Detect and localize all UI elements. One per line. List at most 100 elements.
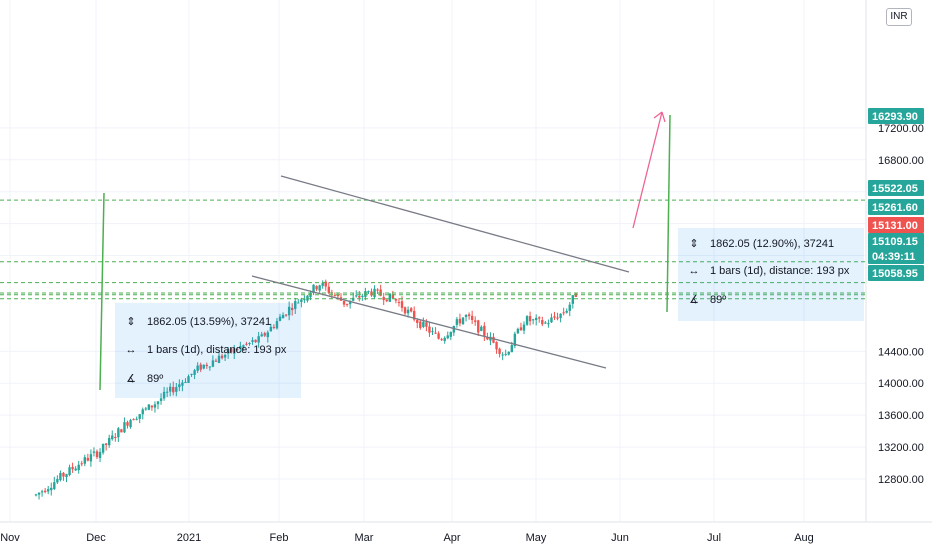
drawings[interactable] (99, 111, 671, 391)
price-tick-label: 12800.00 (878, 474, 924, 486)
currency-badge[interactable]: INR (886, 8, 912, 26)
candle (230, 347, 233, 354)
candle (71, 462, 74, 473)
candle (367, 290, 370, 295)
candle (196, 362, 199, 374)
candle (291, 303, 294, 316)
time-tick-label: Mar (355, 532, 374, 544)
candle (245, 341, 248, 346)
horizontal-levels[interactable] (0, 199, 866, 300)
candle (284, 314, 288, 317)
candle (437, 331, 440, 340)
price-range-icon: ⇕ (126, 316, 136, 328)
candle (251, 337, 254, 345)
candle (83, 454, 86, 467)
candle (464, 313, 468, 322)
candle (315, 285, 318, 292)
price-labels: 16293.90 15522.05 15261.60 15131.00 15109.15… (868, 108, 924, 281)
channel-lower-line[interactable] (251, 275, 607, 369)
candle (254, 339, 257, 343)
info-left-bars: 1 bars (1d), distance: 193 px (147, 344, 287, 356)
info-left-price: 1862.05 (13.59%), 37241 (147, 315, 272, 328)
candle (95, 449, 99, 460)
candle (53, 476, 56, 491)
candle (156, 400, 160, 410)
candle (233, 344, 236, 360)
candle (538, 316, 541, 323)
candle (89, 449, 93, 467)
candle (486, 332, 489, 341)
candle (43, 488, 47, 494)
candle (92, 447, 96, 457)
price-tag-text: 04:39:11 (872, 251, 915, 263)
candle (446, 331, 449, 340)
candle (65, 473, 68, 483)
candle (440, 337, 443, 341)
candle (495, 341, 498, 354)
candle (559, 313, 562, 323)
candle (507, 351, 510, 356)
candle (409, 306, 413, 313)
candle (562, 307, 565, 316)
candle (135, 416, 138, 421)
candle (208, 366, 212, 371)
candle (272, 324, 276, 330)
price-tick-label: 17200.00 (878, 123, 924, 135)
candle (489, 332, 492, 346)
candle (141, 407, 144, 420)
candle (513, 331, 517, 349)
candle (571, 294, 574, 309)
price-axis[interactable]: 17200.0016800.0016400.0016000.0015600.00… (878, 123, 924, 486)
candle (181, 379, 184, 392)
info-left-bars-row: ↔ 1 bars (1d), distance: 193 px (123, 344, 287, 356)
candle (480, 325, 483, 332)
candle (297, 299, 300, 304)
time-tick-label: Aug (794, 532, 814, 544)
candle (214, 358, 218, 362)
candle (474, 316, 477, 326)
candle (355, 290, 358, 298)
candle (239, 341, 242, 353)
candle (184, 378, 187, 383)
projection-arrow[interactable] (632, 111, 663, 229)
candle (345, 303, 349, 307)
candle (269, 323, 273, 332)
candle (248, 342, 251, 346)
grid (0, 0, 866, 522)
price-tag-text: 15261.60 (872, 202, 918, 214)
candle (565, 308, 568, 314)
candle (80, 460, 83, 467)
candle (138, 414, 141, 424)
time-axis[interactable]: Nov Dec 2021 Feb Mar Apr May Jun Jul Aug (0, 532, 814, 544)
candle (153, 401, 157, 413)
candle (455, 316, 459, 328)
candle (59, 470, 62, 482)
bars-range-icon: ↔ (688, 265, 700, 277)
candle (321, 280, 324, 289)
candle (324, 279, 327, 291)
candle (169, 383, 172, 397)
candle (428, 321, 431, 337)
channel-upper-line[interactable] (280, 175, 630, 273)
candle (205, 362, 208, 369)
candle (260, 331, 263, 337)
candle (461, 317, 465, 325)
time-tick-label: Apr (443, 532, 460, 544)
candle (98, 448, 102, 463)
candle (211, 355, 215, 368)
angle-icon: ∡ (689, 294, 699, 306)
candle (544, 320, 547, 324)
price-tag: 15109.15 (868, 233, 924, 249)
price-tag: 04:39:11 (868, 248, 924, 264)
candle (388, 293, 391, 302)
candle (535, 314, 538, 326)
candle (470, 310, 474, 325)
measure-line-left[interactable] (99, 192, 105, 391)
measure-line-right[interactable] (666, 114, 671, 313)
candle (519, 322, 523, 331)
candle (547, 319, 550, 328)
candle (132, 418, 135, 421)
price-tag: 15058.95 (868, 265, 924, 281)
